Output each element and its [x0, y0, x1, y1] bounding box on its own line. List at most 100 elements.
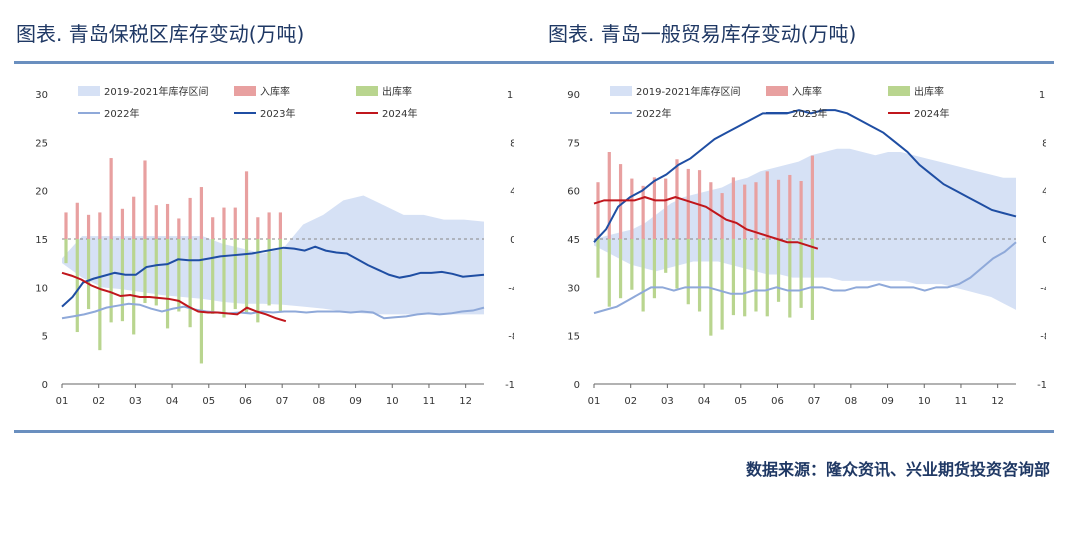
- outflow-bar-9: [154, 239, 158, 306]
- outflow-bar-7: [132, 239, 136, 335]
- legend-swatch-outflow: [356, 86, 378, 96]
- y-left-tick-25: 25: [35, 138, 48, 149]
- y-right-tick-12%: 12%: [1039, 90, 1046, 101]
- outflow-bar-10: [165, 239, 170, 329]
- outflow-bar-14: [211, 239, 215, 314]
- x-tick-02: 02: [92, 396, 105, 407]
- outflow-bar-9: [686, 239, 690, 305]
- x-tick-07: 07: [276, 396, 289, 407]
- x-tick-03: 03: [129, 396, 142, 407]
- series-line-2024: [61, 271, 287, 323]
- y-left-tick-75: 75: [567, 138, 580, 149]
- series-line-2022: [61, 302, 485, 320]
- x-tick-03: 03: [661, 396, 674, 407]
- series-line-2023: [61, 245, 485, 308]
- inflow-bar-4: [98, 212, 102, 239]
- y-right-tick-8%: 8%: [1042, 138, 1046, 149]
- legend-label-2022: 2022年: [636, 107, 671, 120]
- x-tick-05: 05: [202, 396, 215, 407]
- inflow-bar-20: [278, 212, 282, 239]
- outflow-bar-6: [652, 239, 657, 299]
- inflow-bar-16: [233, 207, 237, 239]
- outflow-bar-18: [788, 239, 792, 318]
- y-right-tick-4%: 4%: [510, 187, 514, 198]
- inflow-bar-1: [64, 212, 68, 239]
- x-tick-11: 11: [423, 396, 436, 407]
- outflow-bar-3: [618, 239, 623, 299]
- outflow-bar-13: [731, 239, 736, 316]
- y-right-tick-0%: 0%: [510, 235, 514, 246]
- outflow-bar-20: [810, 239, 814, 320]
- outflow-bar-10: [697, 239, 702, 312]
- outflow-bar-7: [664, 239, 668, 273]
- legend-label-band: 2019-2021年库存区间: [104, 85, 209, 98]
- x-tick-09: 09: [349, 396, 362, 407]
- legend-swatch-inflow: [234, 86, 256, 96]
- outflow-bar-17: [244, 239, 249, 313]
- inflow-bar-8: [675, 159, 679, 239]
- x-tick-10: 10: [918, 396, 931, 407]
- outflow-bar-1: [596, 239, 600, 278]
- inflow-bar-9: [686, 168, 690, 239]
- x-tick-01: 01: [56, 396, 69, 407]
- outflow-bar-12: [720, 239, 724, 330]
- inflow-bar-12: [188, 197, 192, 239]
- inflow-bar-17: [776, 179, 781, 239]
- outflow-bar-19: [267, 239, 271, 306]
- legend-label-2023: 2023年: [792, 107, 827, 120]
- outflow-bar-16: [765, 239, 769, 317]
- y-right-tick-0%: 0%: [1042, 235, 1046, 246]
- inflow-bar-6: [652, 177, 657, 239]
- outflow-bar-14: [743, 239, 747, 317]
- y-right-tick-12%: 12%: [507, 90, 514, 101]
- y-left-tick-90: 90: [567, 90, 580, 101]
- legend-label-2024: 2024年: [914, 107, 949, 120]
- outflow-bar-15: [222, 239, 226, 318]
- inflow-bar-14: [211, 217, 215, 239]
- series-line-2022: [593, 241, 1017, 315]
- inflow-bar-18: [256, 217, 260, 239]
- outflow-bar-8: [675, 239, 679, 289]
- outflow-bar-3: [86, 239, 91, 310]
- legend-label-2022: 2022年: [104, 107, 139, 120]
- inflow-bar-9: [154, 205, 158, 239]
- inflow-bar-1: [596, 182, 600, 239]
- y-left-tick-20: 20: [35, 187, 48, 198]
- y-right-tick-4%: 4%: [1042, 187, 1046, 198]
- y-right-tick--12%: -12%: [505, 380, 514, 391]
- outflow-bar-16: [233, 239, 237, 310]
- x-tick-04: 04: [698, 396, 711, 407]
- y-right-tick--8%: -8%: [508, 332, 514, 343]
- x-tick-08: 08: [313, 396, 326, 407]
- outflow-bar-4: [98, 239, 102, 351]
- inflow-bar-15: [754, 182, 758, 239]
- inflow-bar-19: [267, 212, 271, 239]
- legend-swatch-inflow: [766, 86, 788, 96]
- top-divider: [14, 61, 1054, 64]
- legend-label-outflow: 出库率: [914, 85, 944, 98]
- inflow-bar-3: [86, 214, 91, 239]
- y-left-tick-30: 30: [567, 283, 580, 294]
- x-tick-02: 02: [624, 396, 637, 407]
- x-tick-01: 01: [588, 396, 601, 407]
- y-left-tick-15: 15: [567, 332, 580, 343]
- legend-label-2023: 2023年: [260, 107, 295, 120]
- outflow-bar-4: [630, 239, 634, 290]
- y-right-tick--8%: -8%: [1040, 332, 1046, 343]
- outflow-bar-6: [120, 239, 125, 322]
- y-right-tick--12%: -12%: [1037, 380, 1046, 391]
- x-tick-06: 06: [239, 396, 252, 407]
- legend-swatch-band: [610, 86, 632, 96]
- y-left-tick-10: 10: [35, 283, 48, 294]
- inflow-bar-4: [630, 178, 634, 239]
- outflow-bar-11: [177, 239, 181, 312]
- y-left-tick-0: 0: [42, 380, 48, 391]
- x-tick-10: 10: [386, 396, 399, 407]
- bottom-divider: [14, 430, 1054, 433]
- stock-range-band: [62, 195, 484, 315]
- outflow-bar-5: [109, 239, 113, 323]
- data-source-note: 数据来源：隆众资讯、兴业期货投资咨询部: [745, 460, 1050, 479]
- x-tick-04: 04: [166, 396, 179, 407]
- outflow-bar-18: [256, 239, 260, 323]
- inflow-bar-6: [120, 208, 125, 239]
